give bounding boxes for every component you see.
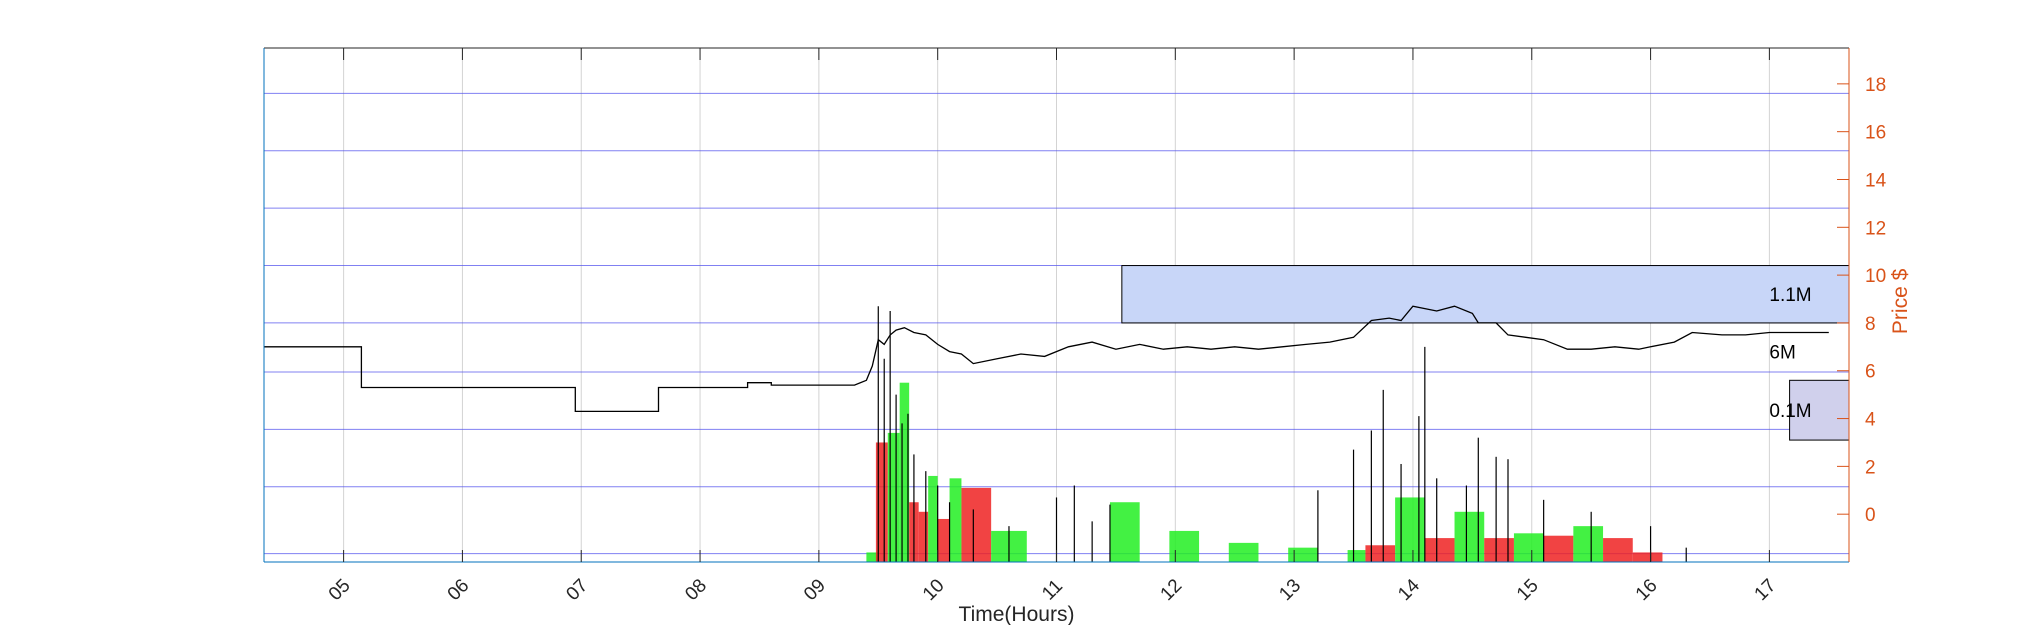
x-tick-label: 05: [325, 575, 355, 605]
volume-spikes: [877, 306, 1687, 562]
y-tick-label: 2: [1865, 457, 1876, 478]
volume-bar: [1513, 533, 1544, 562]
volume-region-label: 1.1M: [1769, 285, 1811, 306]
x-tick-label: 15: [1513, 575, 1543, 605]
y-tick-label: 16: [1865, 123, 1886, 144]
volume-bar: [1169, 530, 1200, 562]
volume-regions: 1.1M 6M 0.1M: [1121, 265, 1850, 441]
volume-bar: [1228, 542, 1259, 562]
volume-bar: [1347, 550, 1366, 562]
x-tick-label: 13: [1275, 575, 1305, 605]
volume-bar: [899, 382, 910, 562]
x-tick-label: 14: [1394, 575, 1424, 605]
y-tick-label: 12: [1865, 218, 1886, 239]
volume-bar: [1484, 538, 1514, 562]
volume-bar: [1288, 547, 1318, 562]
volume-bar: [1395, 497, 1425, 562]
price-line: [264, 305, 1829, 413]
volume-bar: [937, 518, 950, 562]
volume-bar: [866, 552, 879, 562]
volume-bar: [1365, 545, 1396, 562]
volume-bar: [1603, 538, 1633, 562]
x-axis-title: Time(Hours): [959, 603, 1075, 625]
y-tick-label: 6: [1865, 362, 1876, 383]
y-axis-title: Price $: [1889, 268, 1912, 334]
x-tick-label: 07: [562, 575, 592, 605]
volume-bar: [1543, 535, 1574, 562]
volume-bar: [1573, 526, 1604, 562]
y-tick-label: 10: [1865, 266, 1886, 287]
volume-region: [1789, 379, 1850, 441]
volume-bars: [866, 382, 1663, 562]
volume-region-label: 0.1M: [1769, 401, 1811, 422]
y-tick-label: 8: [1865, 314, 1876, 335]
x-tick-label: 12: [1157, 575, 1187, 605]
x-tick-label: 09: [800, 575, 830, 605]
volume-bar: [1109, 502, 1140, 562]
y-tick-label: 0: [1865, 505, 1876, 526]
x-tick-label: 11: [1038, 576, 1067, 605]
volume-region-label: 6M: [1769, 343, 1795, 364]
volume-bar: [949, 478, 962, 562]
volume-bar: [928, 475, 938, 562]
ticks: [343, 48, 1849, 562]
volume-bar: [875, 442, 888, 562]
volume-bar: [918, 511, 929, 562]
y-tick-label: 18: [1865, 75, 1886, 96]
volume-bar: [887, 432, 900, 562]
x-tick-label: 10: [919, 575, 949, 605]
x-tick-label: 17: [1751, 575, 1781, 605]
tick-labels: 05 06 07 08 09 10 11 12 13 14 15 16 17 0 2 4 6 8 10 12 14 16 1…: [325, 75, 1887, 605]
x-tick-label: 16: [1632, 575, 1662, 605]
price-series: [264, 305, 1829, 413]
volume-bar: [1424, 538, 1455, 562]
volume-bar: [1632, 552, 1663, 562]
y-tick-label: 14: [1865, 170, 1887, 191]
volume-bar: [961, 487, 992, 562]
x-tick-label: 06: [444, 575, 474, 605]
y-tick-label: 4: [1865, 410, 1876, 431]
x-tick-label: 08: [681, 575, 711, 605]
volume-bar: [1454, 511, 1485, 562]
volume-region: [1121, 265, 1850, 324]
